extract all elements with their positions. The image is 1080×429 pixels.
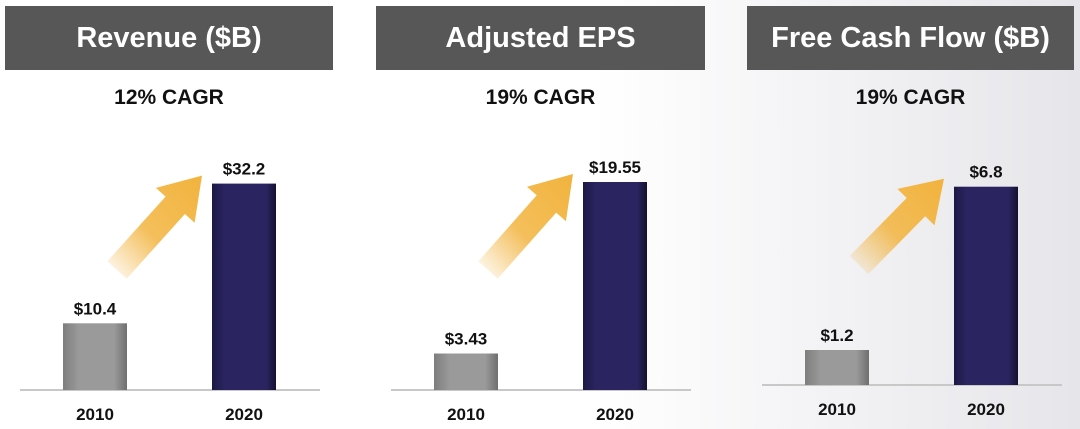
bar-revenue-2010 — [63, 323, 127, 390]
data-label: $1.2 — [820, 326, 853, 345]
cagr-label: 19% CAGR — [485, 86, 596, 109]
x-tick-label: 2020 — [225, 405, 263, 424]
growth-arrow-icon — [107, 175, 202, 279]
chart-title: Adjusted EPS — [376, 6, 705, 70]
free-cash-flow-bar-chart: $1.2 2010 $6.8 2020 — [762, 163, 1062, 419]
chart-panel-adjusted-eps: Adjusted EPS 19% CAGR $3.43 2010 $19.55 202… — [376, 0, 705, 429]
cagr-label: 12% CAGR — [114, 86, 224, 109]
revenue-bar-chart: $10.4 2010 $32.2 2020 — [20, 160, 320, 424]
x-tick-label: 2010 — [447, 405, 485, 424]
bar-adjusted-eps-2010 — [434, 353, 498, 390]
data-label: $19.55 — [589, 158, 641, 177]
x-tick-label: 2020 — [967, 400, 1005, 419]
data-label: $6.8 — [969, 163, 1002, 182]
x-tick-label: 2010 — [76, 405, 114, 424]
growth-arrow-icon — [849, 178, 944, 275]
data-label: $32.2 — [223, 160, 266, 179]
x-tick-label: 2010 — [818, 400, 856, 419]
data-label: $3.43 — [445, 330, 488, 349]
chart-title: Free Cash Flow ($B) — [747, 6, 1074, 70]
bar-free-cash-flow-2010 — [805, 350, 869, 385]
adjusted-eps-bar-chart: $3.43 2010 $19.55 2020 — [391, 158, 691, 424]
x-tick-label: 2020 — [596, 405, 634, 424]
bar-revenue-2020 — [212, 183, 276, 390]
data-label: $10.4 — [74, 299, 117, 318]
bar-adjusted-eps-2020 — [583, 182, 647, 390]
bar-free-cash-flow-2020 — [954, 186, 1018, 385]
cagr-label: 19% CAGR — [855, 86, 966, 109]
chart-panel-free-cash-flow: Free Cash Flow ($B) 19% CAGR $1.2 2010 $6.… — [747, 0, 1074, 429]
growth-arrow-icon — [478, 174, 573, 279]
chart-title: Revenue ($B) — [5, 6, 333, 70]
chart-panel-revenue: Revenue ($B) 12% CAGR $10.4 2010 $32.2 2020 — [5, 0, 333, 429]
